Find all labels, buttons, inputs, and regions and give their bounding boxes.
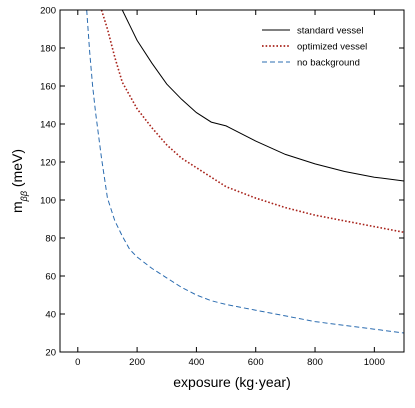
y-axis-label-unit: (meV) xyxy=(9,149,25,191)
plot-frame xyxy=(59,9,405,353)
ticks-layer: 0 200 400 600 800 1000 20 40 60 80 100 120 140 160 180… xyxy=(40,6,404,368)
series-layer xyxy=(86,10,404,334)
series-line-standard-vessel xyxy=(121,10,404,182)
x-tick-label: 400 xyxy=(188,357,204,368)
x-tick-label: 0 xyxy=(75,357,80,368)
y-tick-label: 120 xyxy=(40,158,56,169)
y-tick-label: 60 xyxy=(45,272,56,283)
series-line-optimized-vessel xyxy=(100,10,404,234)
y-tick-label: 200 xyxy=(40,6,56,17)
x-tick-label: 1000 xyxy=(364,357,385,368)
x-axis-label: exposure (kg·year) xyxy=(173,374,291,390)
legend: standard vessel optimized vessel no backgr… xyxy=(262,26,367,69)
series-line-no-background xyxy=(86,10,404,334)
x-tick-label: 800 xyxy=(307,357,323,368)
legend-label: standard vessel xyxy=(297,26,364,37)
y-tick-label: 160 xyxy=(40,82,56,93)
y-tick-label: 140 xyxy=(40,120,56,131)
y-axis-label-main: m xyxy=(9,201,25,213)
y-axis-label-subscript: ββ xyxy=(19,191,29,202)
y-tick-label: 40 xyxy=(45,310,56,321)
y-axis-label: mββ (meV) xyxy=(9,149,29,213)
legend-label: no background xyxy=(297,58,360,69)
legend-label: optimized vessel xyxy=(297,42,367,53)
x-tick-label: 600 xyxy=(248,357,264,368)
y-tick-label: 100 xyxy=(40,196,56,207)
x-tick-label: 200 xyxy=(129,357,145,368)
y-tick-label: 80 xyxy=(45,234,56,245)
y-tick-label: 20 xyxy=(45,348,56,359)
y-tick-label: 180 xyxy=(40,44,56,55)
